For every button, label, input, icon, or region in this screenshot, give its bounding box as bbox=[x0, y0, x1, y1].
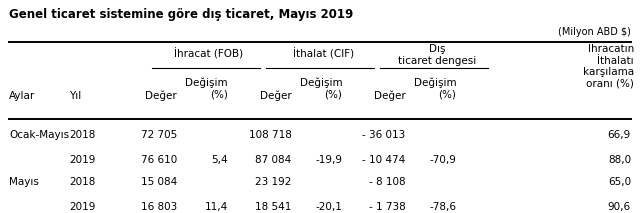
Text: 2019: 2019 bbox=[69, 155, 96, 165]
Text: 11,4: 11,4 bbox=[205, 202, 228, 212]
Text: 87 084: 87 084 bbox=[255, 155, 291, 165]
Text: Değişim
(%): Değişim (%) bbox=[186, 78, 228, 100]
Text: Değişim
(%): Değişim (%) bbox=[300, 78, 342, 100]
Text: 15 084: 15 084 bbox=[141, 177, 177, 187]
Text: - 36 013: - 36 013 bbox=[362, 130, 406, 140]
Text: 2018: 2018 bbox=[69, 130, 96, 140]
Text: İhracatın
İthalatı
karşılama
oranı (%): İhracatın İthalatı karşılama oranı (%) bbox=[583, 44, 634, 89]
Text: 2019: 2019 bbox=[69, 202, 96, 212]
Text: - 1 738: - 1 738 bbox=[369, 202, 406, 212]
Text: Mayıs: Mayıs bbox=[9, 177, 39, 187]
Text: 23 192: 23 192 bbox=[255, 177, 291, 187]
Text: İhracat (FOB): İhracat (FOB) bbox=[175, 48, 244, 59]
Text: Ocak-Mayıs: Ocak-Mayıs bbox=[9, 130, 69, 140]
Text: Değer: Değer bbox=[145, 91, 177, 101]
Text: - 10 474: - 10 474 bbox=[362, 155, 406, 165]
Text: 72 705: 72 705 bbox=[141, 130, 177, 140]
Text: 66,9: 66,9 bbox=[607, 130, 631, 140]
Text: -78,6: -78,6 bbox=[429, 202, 456, 212]
Text: Değer: Değer bbox=[260, 91, 291, 101]
Text: 88,0: 88,0 bbox=[608, 155, 631, 165]
Text: 108 718: 108 718 bbox=[248, 130, 291, 140]
Text: 5,4: 5,4 bbox=[211, 155, 228, 165]
Text: -70,9: -70,9 bbox=[429, 155, 456, 165]
Text: Değişim
(%): Değişim (%) bbox=[414, 78, 456, 100]
Text: Yıl: Yıl bbox=[69, 91, 82, 101]
Text: 18 541: 18 541 bbox=[255, 202, 291, 212]
Text: -20,1: -20,1 bbox=[316, 202, 342, 212]
Text: - 8 108: - 8 108 bbox=[369, 177, 406, 187]
Text: Dış
ticaret dengesi: Dış ticaret dengesi bbox=[398, 44, 477, 66]
Text: -19,9: -19,9 bbox=[316, 155, 342, 165]
Text: 90,6: 90,6 bbox=[608, 202, 631, 212]
Text: Aylar: Aylar bbox=[9, 91, 35, 101]
Text: 16 803: 16 803 bbox=[141, 202, 177, 212]
Text: 65,0: 65,0 bbox=[608, 177, 631, 187]
Text: (Milyon ABD $): (Milyon ABD $) bbox=[558, 27, 631, 37]
Text: Değer: Değer bbox=[374, 91, 406, 101]
Text: İthalat (CIF): İthalat (CIF) bbox=[292, 48, 354, 59]
Text: 2018: 2018 bbox=[69, 177, 96, 187]
Text: Genel ticaret sistemine göre dış ticaret, Mayıs 2019: Genel ticaret sistemine göre dış ticaret… bbox=[9, 8, 353, 21]
Text: 76 610: 76 610 bbox=[141, 155, 177, 165]
